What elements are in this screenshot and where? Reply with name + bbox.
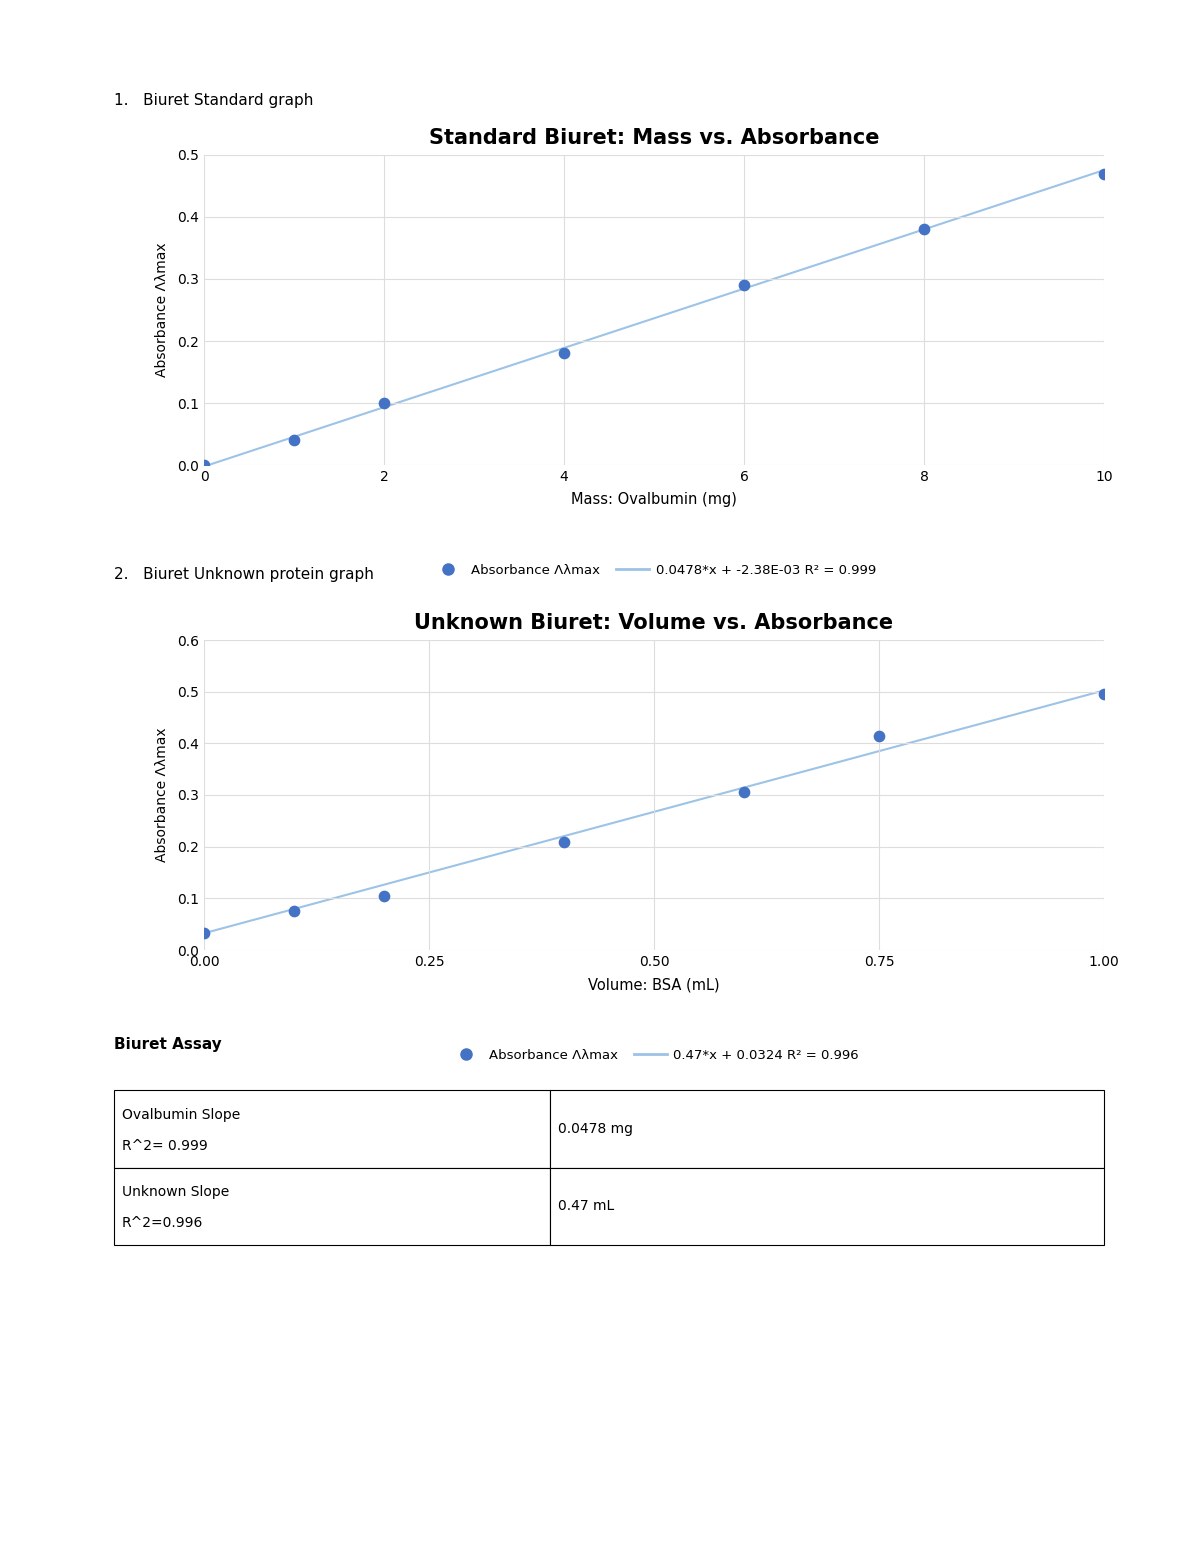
Text: 0.47 mL: 0.47 mL xyxy=(558,1199,613,1213)
Point xyxy=(1094,682,1114,707)
Text: 1.   Biuret Standard graph: 1. Biuret Standard graph xyxy=(114,93,313,109)
Legend: Absorbance Λλmax, 0.47*x + 0.0324 R² = 0.996: Absorbance Λλmax, 0.47*x + 0.0324 R² = 0… xyxy=(444,1044,864,1067)
Text: 0.0478 mg: 0.0478 mg xyxy=(558,1121,632,1135)
Text: R^2= 0.999: R^2= 0.999 xyxy=(122,1138,208,1152)
X-axis label: Mass: Ovalbumin (mg): Mass: Ovalbumin (mg) xyxy=(571,492,737,508)
Point xyxy=(284,427,304,452)
Point xyxy=(734,273,754,298)
Point xyxy=(554,342,574,367)
Text: Biuret Assay: Biuret Assay xyxy=(114,1037,222,1053)
Text: 2.   Biuret Unknown protein graph: 2. Biuret Unknown protein graph xyxy=(114,567,374,582)
Title: Unknown Biuret: Volume vs. Absorbance: Unknown Biuret: Volume vs. Absorbance xyxy=(414,613,894,634)
Point xyxy=(284,899,304,924)
Point xyxy=(734,780,754,804)
Point xyxy=(554,829,574,854)
Point xyxy=(194,452,214,477)
Point xyxy=(374,390,394,415)
Y-axis label: Absorbance Λλmax: Absorbance Λλmax xyxy=(155,728,169,862)
Title: Standard Biuret: Mass vs. Absorbance: Standard Biuret: Mass vs. Absorbance xyxy=(428,127,880,148)
Y-axis label: Absorbance Λλmax: Absorbance Λλmax xyxy=(155,242,169,377)
Legend: Absorbance Λλmax, 0.0478*x + -2.38E-03 R² = 0.999: Absorbance Λλmax, 0.0478*x + -2.38E-03 R… xyxy=(426,559,882,582)
Bar xyxy=(550,1168,1104,1246)
Bar xyxy=(114,1168,550,1246)
X-axis label: Volume: BSA (mL): Volume: BSA (mL) xyxy=(588,977,720,992)
Point xyxy=(1094,162,1114,186)
Text: R^2=0.996: R^2=0.996 xyxy=(122,1216,203,1230)
Point xyxy=(374,884,394,909)
Text: Ovalbumin Slope: Ovalbumin Slope xyxy=(122,1107,240,1121)
Bar xyxy=(114,1090,550,1168)
Bar xyxy=(550,1090,1104,1168)
Point xyxy=(914,217,934,242)
Point xyxy=(869,724,888,749)
Point xyxy=(194,921,214,946)
Text: Unknown Slope: Unknown Slope xyxy=(122,1185,229,1199)
